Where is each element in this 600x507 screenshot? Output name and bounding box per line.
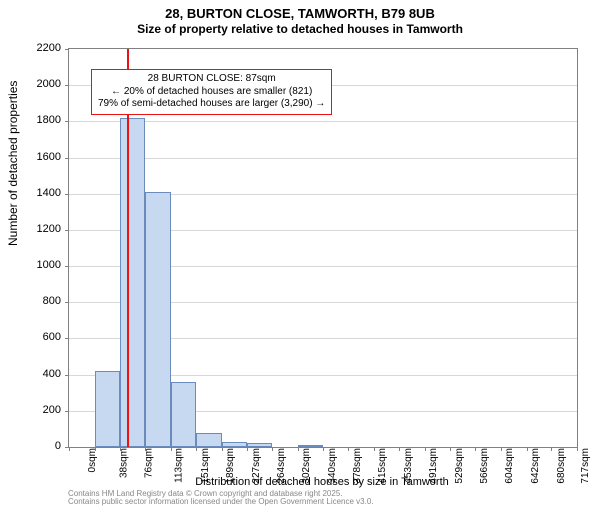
annotation-line: ← 20% of detached houses are smaller (82… — [98, 86, 325, 99]
y-tick-label: 2000 — [37, 78, 61, 90]
histogram-bar — [120, 118, 145, 447]
y-tick-label: 1000 — [37, 259, 61, 271]
y-tick-label: 1400 — [37, 187, 61, 199]
y-tick-label: 0 — [55, 440, 61, 452]
property-annotation: 28 BURTON CLOSE: 87sqm← 20% of detached … — [91, 69, 332, 115]
page-title: 28, BURTON CLOSE, TAMWORTH, B79 8UB — [0, 6, 600, 21]
x-axis-label: Distribution of detached houses by size … — [68, 476, 576, 488]
histogram-bar — [247, 443, 273, 447]
y-tick-label: 600 — [43, 331, 61, 343]
y-tick-label: 200 — [43, 404, 61, 416]
annotation-line: 79% of semi-detached houses are larger (… — [98, 98, 325, 111]
y-tick-label: 400 — [43, 368, 61, 380]
chart-area: 28 BURTON CLOSE: 87sqm← 20% of detached … — [68, 48, 576, 446]
histogram-bar — [171, 382, 197, 447]
x-tick-label: 0sqm — [87, 448, 98, 472]
histogram-bar — [222, 442, 247, 447]
y-tick-label: 1600 — [37, 151, 61, 163]
y-tick-label: 1800 — [37, 114, 61, 126]
histogram-bar — [95, 371, 121, 447]
x-tick-label: 38sqm — [118, 448, 129, 478]
attribution-footer: Contains HM Land Registry data © Crown c… — [68, 490, 374, 507]
histogram-bar — [145, 192, 171, 447]
page-subtitle: Size of property relative to detached ho… — [0, 22, 600, 36]
x-tick-label: 717sqm — [581, 448, 592, 484]
x-tick-label: 76sqm — [144, 448, 155, 478]
y-tick-label: 800 — [43, 295, 61, 307]
histogram-bar — [298, 445, 324, 447]
histogram-bar — [196, 433, 222, 447]
annotation-line: 28 BURTON CLOSE: 87sqm — [98, 73, 325, 86]
y-tick-label: 1200 — [37, 223, 61, 235]
plot-area: 28 BURTON CLOSE: 87sqm← 20% of detached … — [68, 48, 578, 448]
y-tick-label: 2200 — [37, 42, 61, 54]
y-axis-ticks: 0200400600800100012001400160018002000220… — [0, 48, 64, 446]
